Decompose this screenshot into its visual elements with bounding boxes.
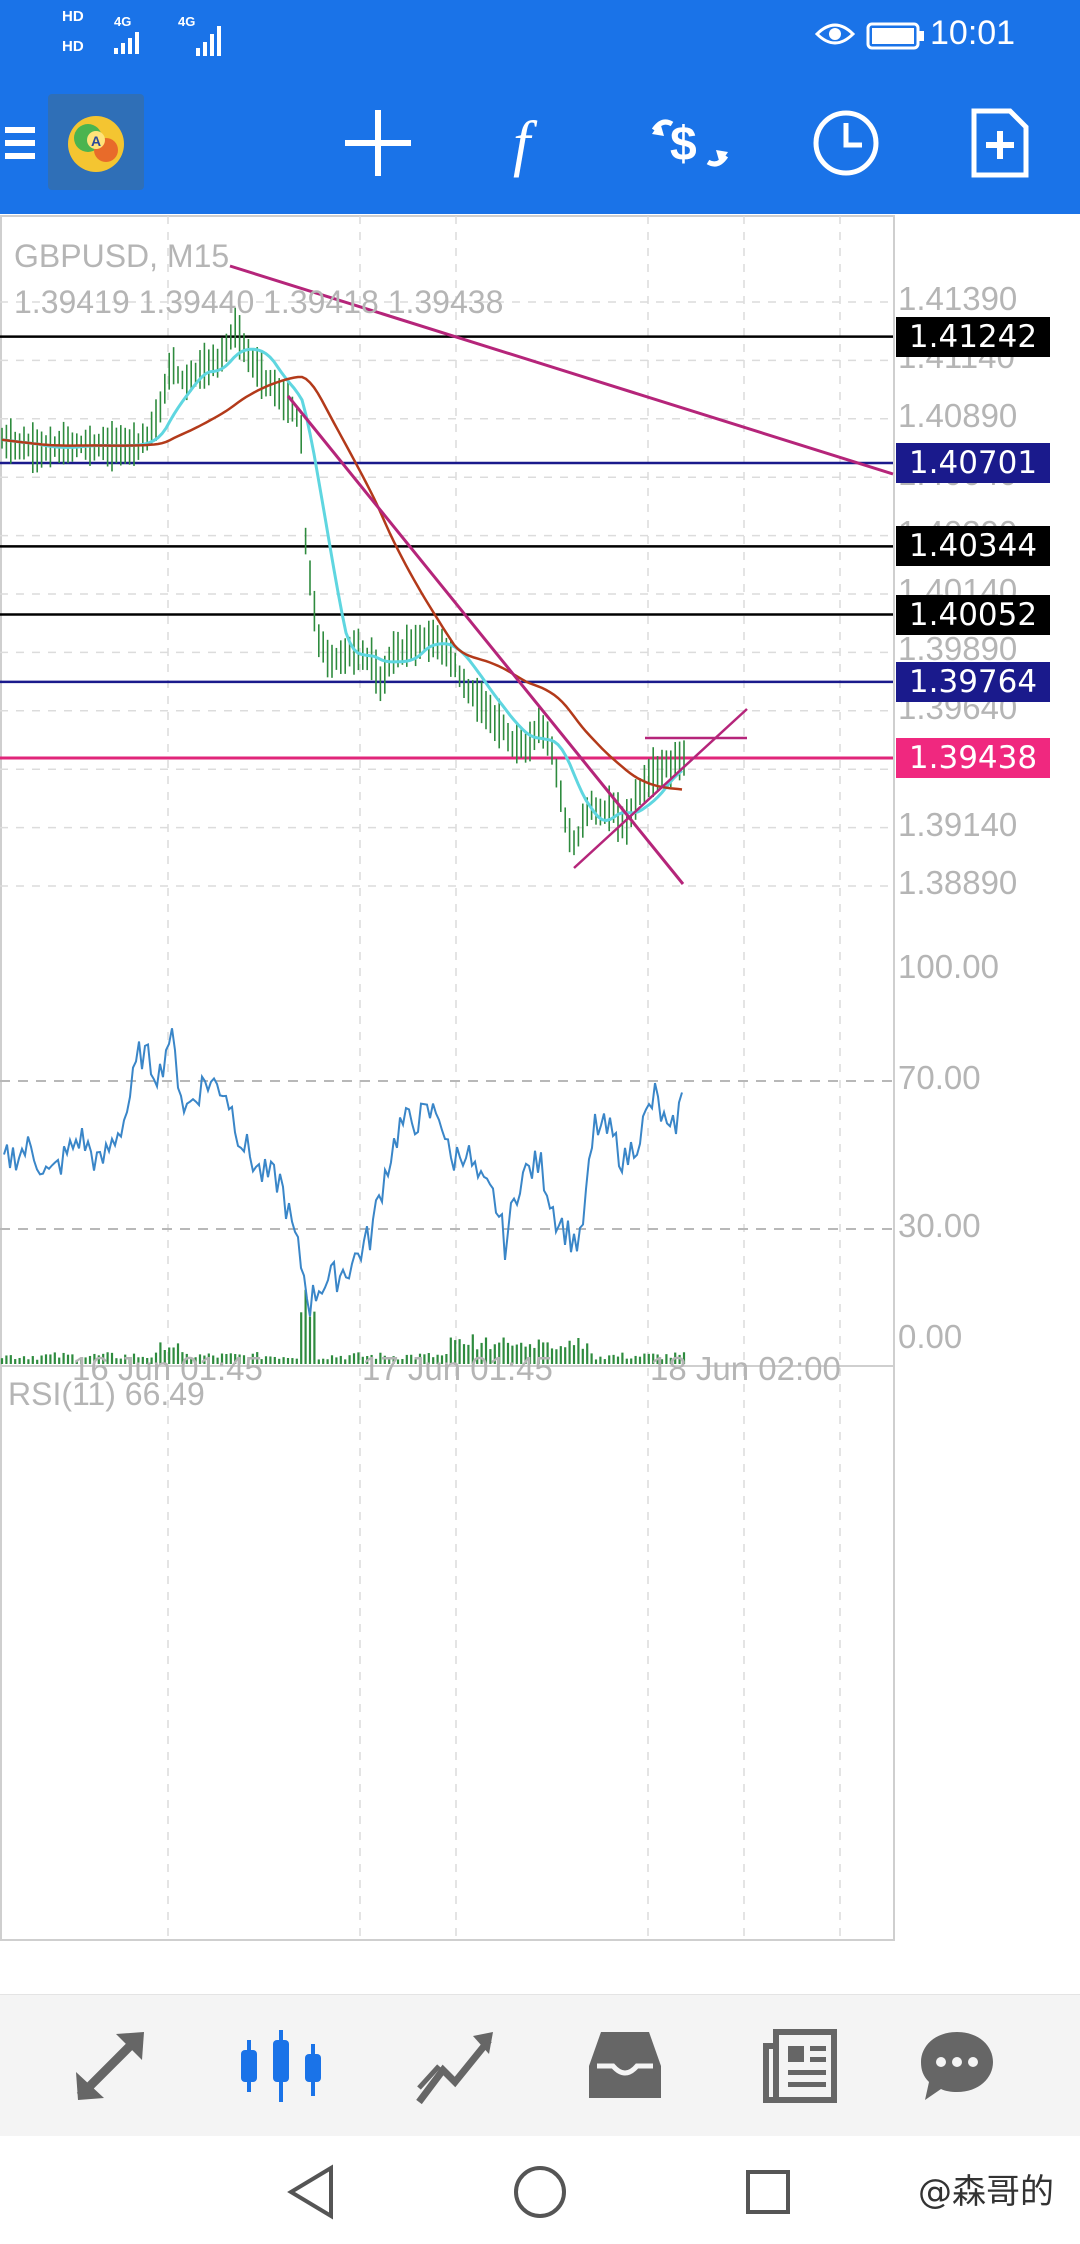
home-icon[interactable] bbox=[512, 2164, 568, 2220]
app-logo-icon: A bbox=[68, 116, 124, 172]
ma-fast-line bbox=[1, 347, 683, 823]
menu-button[interactable] bbox=[0, 72, 40, 214]
svg-text:A: A bbox=[91, 133, 101, 149]
signal-bars-icon bbox=[114, 32, 139, 54]
watermark: @森哥的 bbox=[918, 2172, 1054, 2212]
network-label-1: 4G bbox=[114, 14, 132, 29]
clock-icon bbox=[813, 110, 879, 176]
nav-news[interactable] bbox=[725, 1995, 875, 2137]
period-button[interactable] bbox=[786, 72, 906, 214]
app-logo[interactable]: A bbox=[48, 94, 144, 190]
signal-icon-1: HD HD 4G bbox=[62, 8, 139, 64]
chat-icon bbox=[921, 2032, 993, 2100]
price-level-tag: 1.40344 bbox=[896, 526, 1050, 567]
price-level-tag: 1.40052 bbox=[896, 594, 1050, 635]
toolbar: A f $ bbox=[0, 72, 1080, 214]
ma-slow-line bbox=[1, 375, 683, 791]
rsi-axis-label: 70.00 bbox=[898, 1059, 981, 1096]
signal-bars-icon-2 bbox=[196, 26, 221, 56]
clock-time: 10:01 bbox=[930, 14, 1016, 52]
nav-chart[interactable] bbox=[207, 1995, 357, 2137]
eye-icon bbox=[815, 23, 855, 45]
function-icon: f bbox=[513, 110, 538, 178]
time-axis-label: 18 Jun 02:00 bbox=[650, 1350, 841, 1387]
trade-button[interactable]: $ bbox=[630, 72, 750, 214]
price-axis-label: 1.40890 bbox=[898, 396, 1018, 434]
battery-icon bbox=[866, 22, 924, 50]
price-axis-label: 1.39140 bbox=[898, 805, 1018, 843]
svg-text:$: $ bbox=[670, 118, 697, 171]
status-bar: HD HD 4G 4G 10:01 bbox=[0, 0, 1080, 72]
price-level-tag: 1.40701 bbox=[896, 442, 1050, 483]
svg-text:f: f bbox=[513, 110, 538, 178]
rsi-line bbox=[3, 1028, 683, 1317]
price-axis-label: 1.39890 bbox=[898, 630, 1018, 668]
chart-area[interactable]: GBPUSD, M15 1.39419 1.39440 1.39418 1.39… bbox=[0, 214, 1080, 1994]
trendline-down bbox=[286, 395, 685, 885]
ohlc-label: 1.39419 1.39440 1.39418 1.39438 bbox=[14, 284, 504, 320]
nav-history[interactable] bbox=[550, 1995, 700, 2137]
symbol-label: GBPUSD, M15 bbox=[14, 238, 230, 274]
trendline-up bbox=[573, 708, 748, 869]
quotes-icon bbox=[76, 2032, 144, 2100]
chart-icon bbox=[241, 2030, 321, 2102]
nav-chat[interactable] bbox=[882, 1995, 1032, 2137]
price-chart[interactable] bbox=[0, 214, 1080, 1994]
indicators-button[interactable]: f bbox=[472, 72, 592, 214]
rsi-label: RSI(11) 66.49 bbox=[8, 1376, 205, 1412]
network-label-2: 4G bbox=[178, 14, 196, 29]
hd-label-1: HD bbox=[62, 8, 84, 25]
price-level-tag: 1.39438 bbox=[896, 737, 1050, 778]
price-level-tag: 1.41242 bbox=[896, 316, 1050, 357]
rsi-axis-label: 100.00 bbox=[898, 948, 999, 985]
history-icon bbox=[589, 2032, 661, 2098]
system-nav-bar: @森哥的 bbox=[0, 2136, 1080, 2244]
rsi-axis-label: 30.00 bbox=[898, 1207, 981, 1244]
menu-icon bbox=[5, 127, 35, 159]
crosshair-button[interactable] bbox=[318, 72, 438, 214]
crosshair-icon bbox=[345, 110, 411, 176]
plot-frame bbox=[0, 215, 895, 1941]
nav-quotes[interactable] bbox=[35, 1995, 185, 2137]
recents-icon[interactable] bbox=[744, 2168, 792, 2216]
time-axis-label: 17 Jun 01:45 bbox=[362, 1350, 553, 1387]
back-icon[interactable] bbox=[285, 2164, 337, 2220]
new-document-icon bbox=[971, 108, 1029, 178]
time-axis-label: 16 Jun 01:45 bbox=[72, 1350, 263, 1387]
news-icon bbox=[763, 2029, 837, 2103]
bottom-nav bbox=[0, 1994, 1080, 2136]
nav-trade[interactable] bbox=[380, 1995, 530, 2137]
price-axis-label: 1.38890 bbox=[898, 864, 1018, 901]
trade-icon: $ bbox=[651, 118, 729, 171]
rsi-axis-label: 0.00 bbox=[898, 1318, 963, 1355]
new-order-button[interactable] bbox=[940, 72, 1060, 214]
price-level-tag: 1.39764 bbox=[896, 661, 1050, 702]
trade-nav-icon bbox=[416, 2032, 493, 2105]
trendline-upper bbox=[229, 264, 894, 476]
hd-label-2: HD bbox=[62, 38, 84, 55]
price-axis-label: 1.41390 bbox=[898, 280, 1018, 317]
signal-icon-2: 4G bbox=[170, 8, 240, 64]
